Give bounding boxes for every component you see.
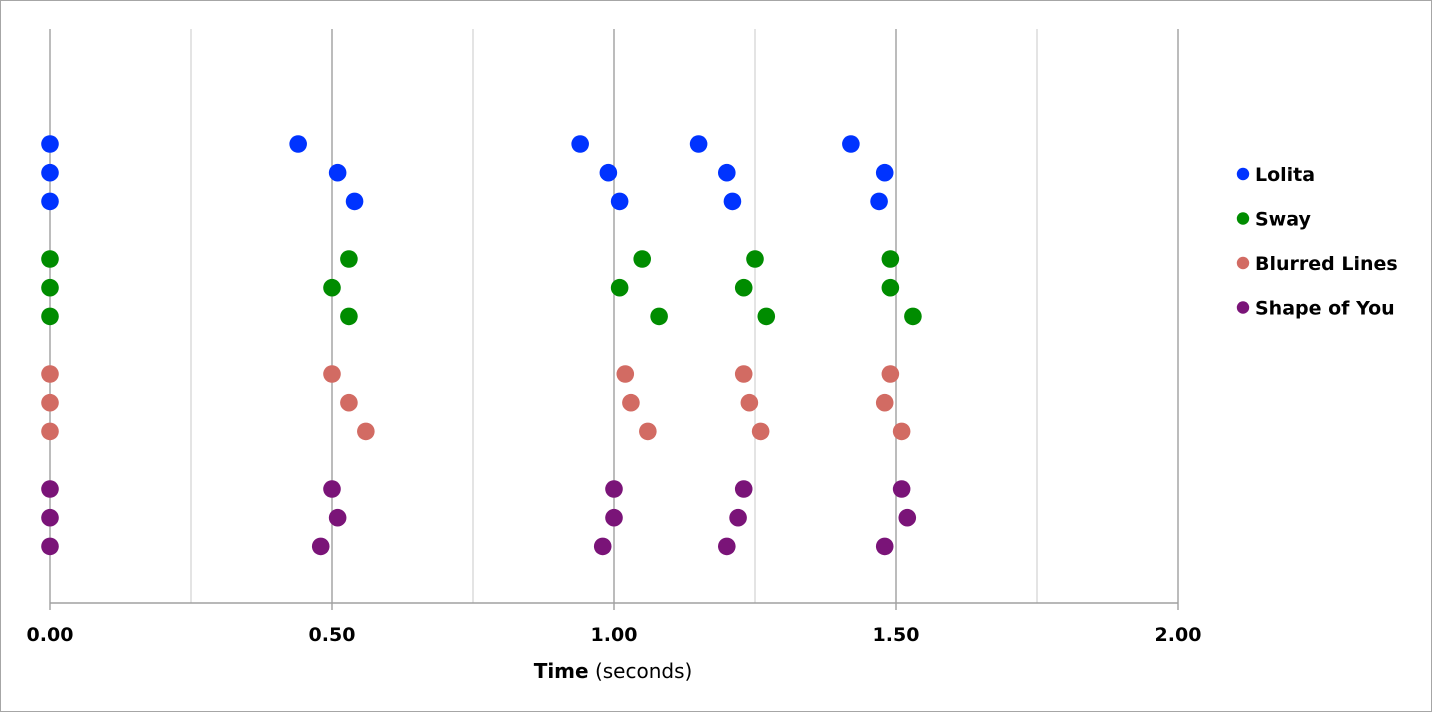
data-point xyxy=(650,307,668,326)
legend: Lolita Sway Blurred Lines Shape of You xyxy=(1236,164,1398,320)
data-point xyxy=(751,422,770,441)
legend-marker xyxy=(1236,212,1250,225)
data-point xyxy=(723,192,742,211)
data-point xyxy=(323,278,341,297)
data-point xyxy=(340,250,358,268)
data-point xyxy=(633,250,651,268)
data-point xyxy=(875,393,894,412)
data-point xyxy=(616,365,635,383)
data-point xyxy=(729,508,747,527)
data-point xyxy=(746,250,764,268)
data-point xyxy=(340,393,358,412)
legend-label: Lolita xyxy=(1255,164,1315,186)
data-point xyxy=(718,537,736,556)
data-point xyxy=(41,307,59,326)
legend-marker xyxy=(1236,301,1250,314)
data-point xyxy=(842,135,860,153)
legend-label: Sway xyxy=(1255,209,1311,231)
data-point xyxy=(41,537,59,556)
data-point xyxy=(328,508,347,527)
data-point xyxy=(870,192,888,211)
data-point xyxy=(41,480,59,498)
x-axis-title-unit: (seconds) xyxy=(589,659,693,683)
data-point xyxy=(328,163,347,182)
data-point xyxy=(734,365,753,383)
data-point xyxy=(323,480,341,498)
data-point xyxy=(605,508,623,527)
data-point xyxy=(41,192,59,211)
legend-label: Shape of You xyxy=(1255,298,1395,320)
data-point xyxy=(881,365,900,383)
x-axis-title-bold: Time xyxy=(534,659,589,683)
data-point xyxy=(898,508,917,527)
data-point xyxy=(41,278,59,297)
data-point xyxy=(881,250,900,268)
data-point xyxy=(41,135,59,153)
data-point xyxy=(718,163,736,182)
legend-label: Blurred Lines xyxy=(1255,253,1398,275)
data-point xyxy=(875,163,894,182)
gridlines xyxy=(49,29,1179,610)
data-point xyxy=(740,393,759,412)
legend-marker xyxy=(1236,167,1250,181)
data-point xyxy=(41,393,59,412)
x-tick-label: 0.50 xyxy=(309,624,356,646)
data-point xyxy=(41,250,59,268)
data-point xyxy=(41,508,59,527)
data-point xyxy=(734,278,753,297)
data-point xyxy=(622,393,640,412)
data-point xyxy=(881,278,900,297)
data-point xyxy=(605,480,623,498)
legend-marker xyxy=(1236,256,1250,270)
data-point xyxy=(593,537,612,556)
data-point xyxy=(311,537,330,556)
data-point xyxy=(340,307,358,326)
x-axis-title: Time (seconds) xyxy=(534,659,693,683)
data-point xyxy=(599,163,618,182)
data-point xyxy=(892,422,911,441)
data-point xyxy=(357,422,375,441)
data-point xyxy=(892,480,911,498)
x-tick-label: 1.00 xyxy=(591,624,638,646)
x-tick-label: 2.00 xyxy=(1155,624,1202,646)
data-point xyxy=(639,422,657,441)
data-point xyxy=(41,365,59,383)
data-point xyxy=(289,135,307,153)
data-point xyxy=(41,163,59,182)
data-point xyxy=(41,422,59,441)
data-point xyxy=(571,135,589,153)
data-point xyxy=(904,307,922,326)
data-point xyxy=(734,480,753,498)
data-point xyxy=(323,365,341,383)
data-point xyxy=(610,192,629,211)
data-point xyxy=(689,135,708,153)
data-point xyxy=(345,192,364,211)
x-tick-label: 0.00 xyxy=(27,624,74,646)
data-points xyxy=(41,135,922,556)
data-point xyxy=(610,278,629,297)
x-tick-labels: 0.00 0.50 1.00 1.50 2.00 xyxy=(27,624,1202,646)
data-point xyxy=(875,537,894,556)
data-point xyxy=(757,307,776,326)
x-tick-label: 1.50 xyxy=(873,624,920,646)
